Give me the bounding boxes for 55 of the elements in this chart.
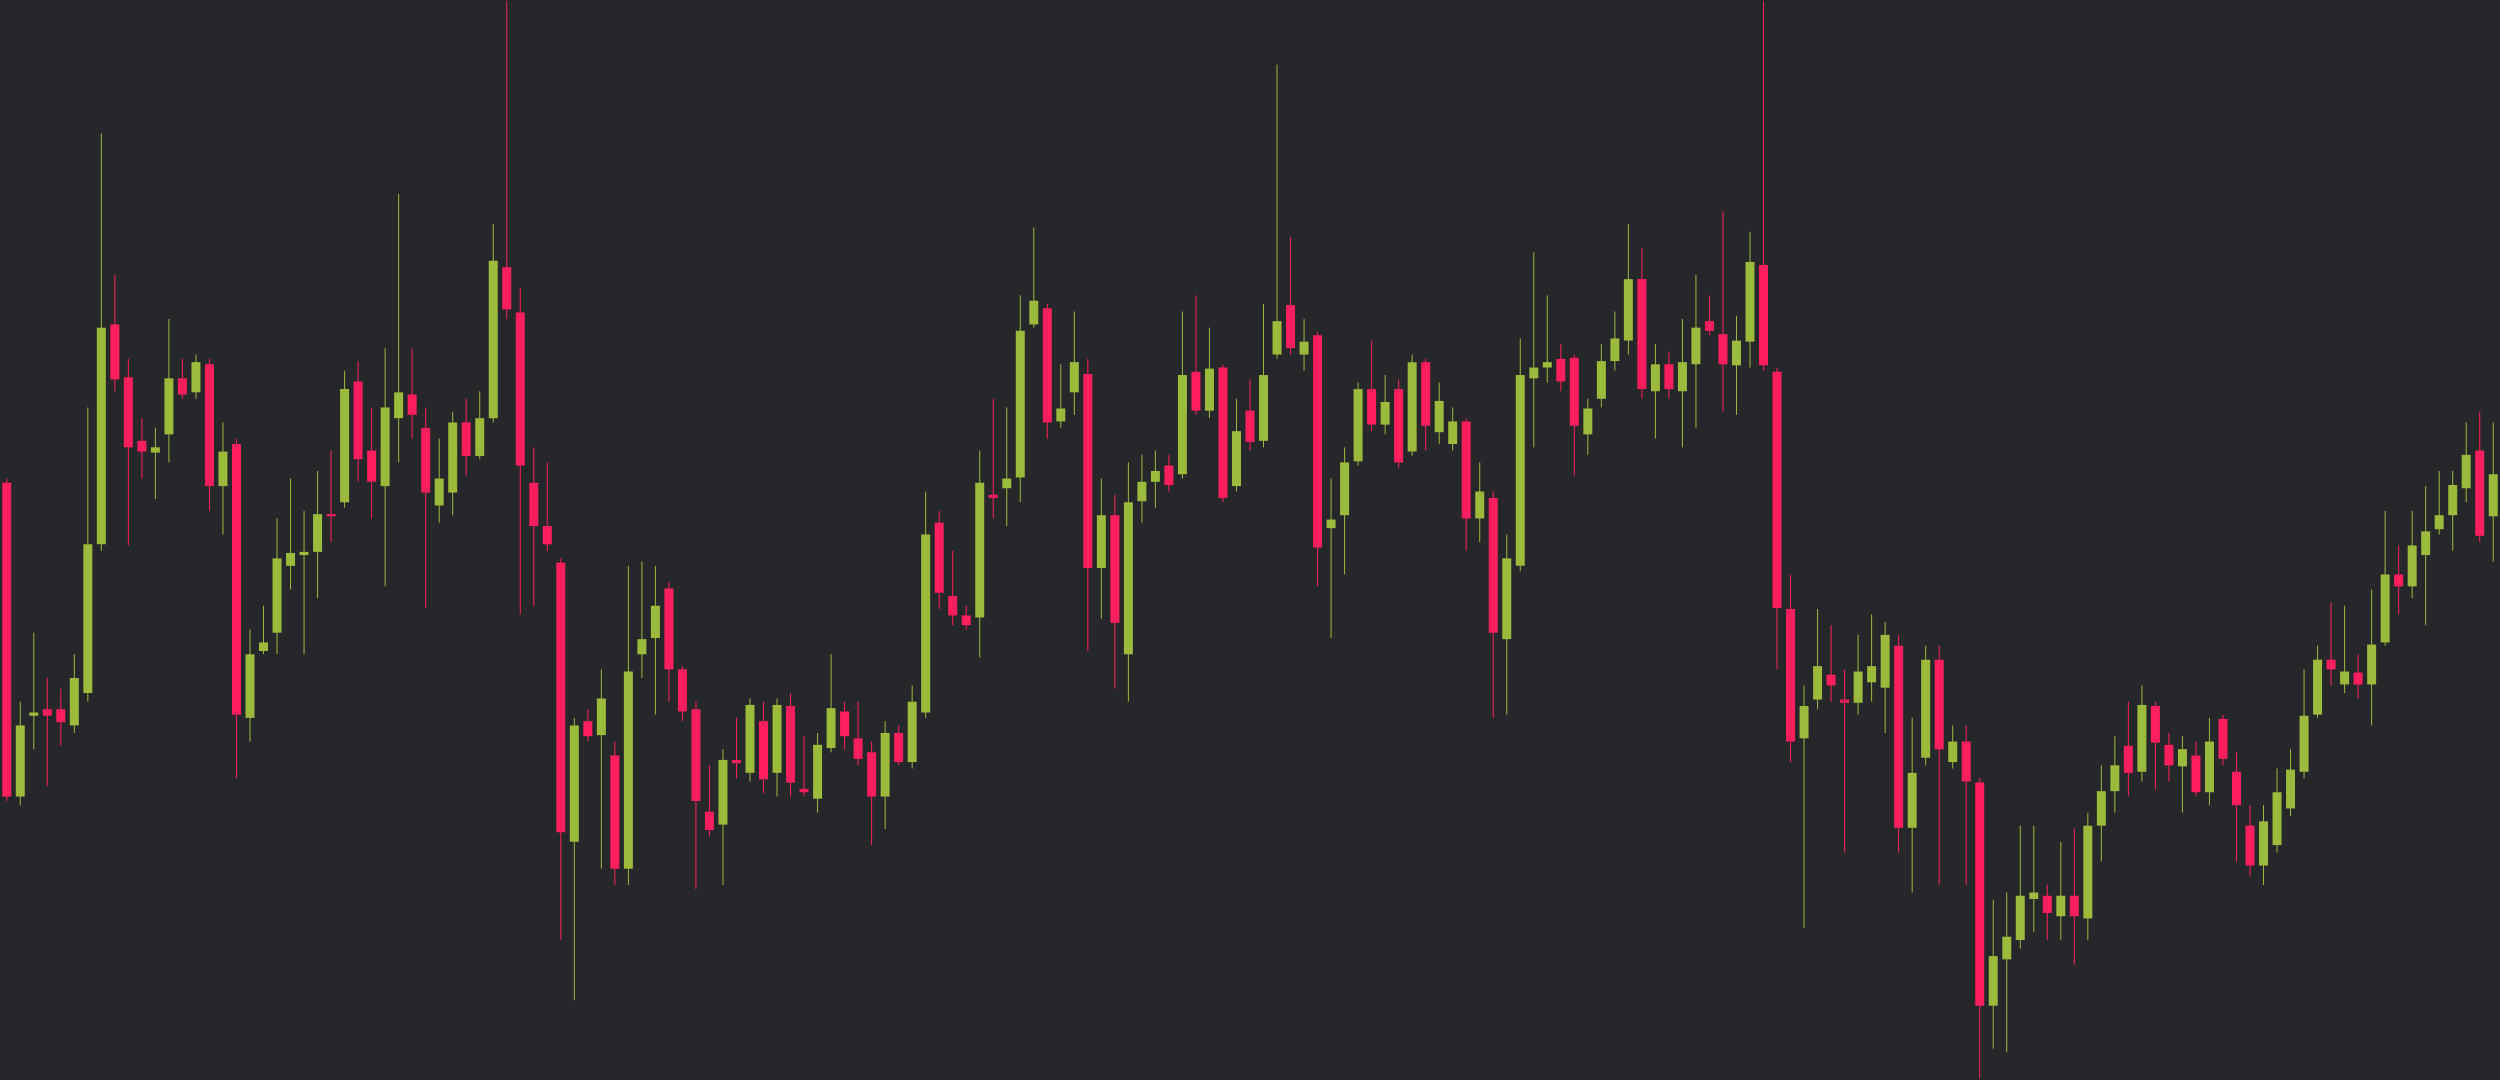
- candlestick: [2434, 470, 2444, 536]
- candlestick: [42, 677, 52, 787]
- candlestick: [1056, 363, 1066, 429]
- candlestick: [704, 764, 714, 837]
- candlestick: [1704, 294, 1714, 336]
- candlestick: [29, 632, 39, 750]
- candlestick: [853, 701, 863, 766]
- candlestick: [56, 688, 66, 747]
- candlestick: [1137, 454, 1147, 524]
- candlestick: [2353, 653, 2363, 699]
- candlestick: [259, 605, 269, 655]
- candlestick: [1150, 450, 1160, 509]
- candlestick: [2069, 828, 2079, 966]
- candlestick: [2164, 732, 2174, 782]
- candlestick: [1542, 294, 1552, 384]
- candlestick: [2326, 602, 2336, 687]
- candlestick: [542, 461, 552, 552]
- candlestick: [137, 417, 147, 480]
- candlestick: [1029, 226, 1039, 329]
- candlestick: [407, 347, 417, 440]
- candlestick: [1164, 454, 1174, 492]
- candlestick: [2002, 892, 2012, 1053]
- candlestick: [637, 561, 647, 679]
- candlestick: [2394, 544, 2404, 615]
- candlestick: [731, 717, 741, 779]
- candlestick: [2056, 841, 2066, 941]
- candlestick: [2421, 485, 2431, 626]
- candlestick: [988, 398, 998, 519]
- candlestick: [948, 550, 958, 626]
- candlestick: [1556, 343, 1566, 392]
- candlestick: [2340, 605, 2350, 694]
- candlestick: [1299, 318, 1309, 372]
- candlestick: [1948, 724, 1958, 770]
- candlestick: [326, 450, 336, 543]
- candlestick: [1867, 613, 1877, 703]
- candlestick: [1529, 251, 1539, 448]
- candlestick: [1326, 478, 1336, 639]
- candlestick: [286, 478, 296, 591]
- candlestick: [1272, 64, 1282, 360]
- candlestick: [1826, 624, 1836, 703]
- candlestick: [2029, 825, 2039, 933]
- candlestick: [799, 735, 809, 798]
- candlestick: [1002, 406, 1012, 527]
- candlestick: [1380, 374, 1390, 435]
- candlestick: [2042, 884, 2052, 941]
- candlestick: [150, 427, 160, 500]
- candlestick: [1610, 310, 1620, 372]
- candlestick: [1448, 406, 1458, 452]
- candlestick: [583, 708, 593, 743]
- candlestick: [1840, 668, 1850, 854]
- candlestick: [2177, 735, 2187, 814]
- candlestick: [299, 510, 309, 655]
- candlestick: [961, 605, 971, 630]
- candlestick: [394, 193, 404, 463]
- candlestick: [177, 358, 187, 400]
